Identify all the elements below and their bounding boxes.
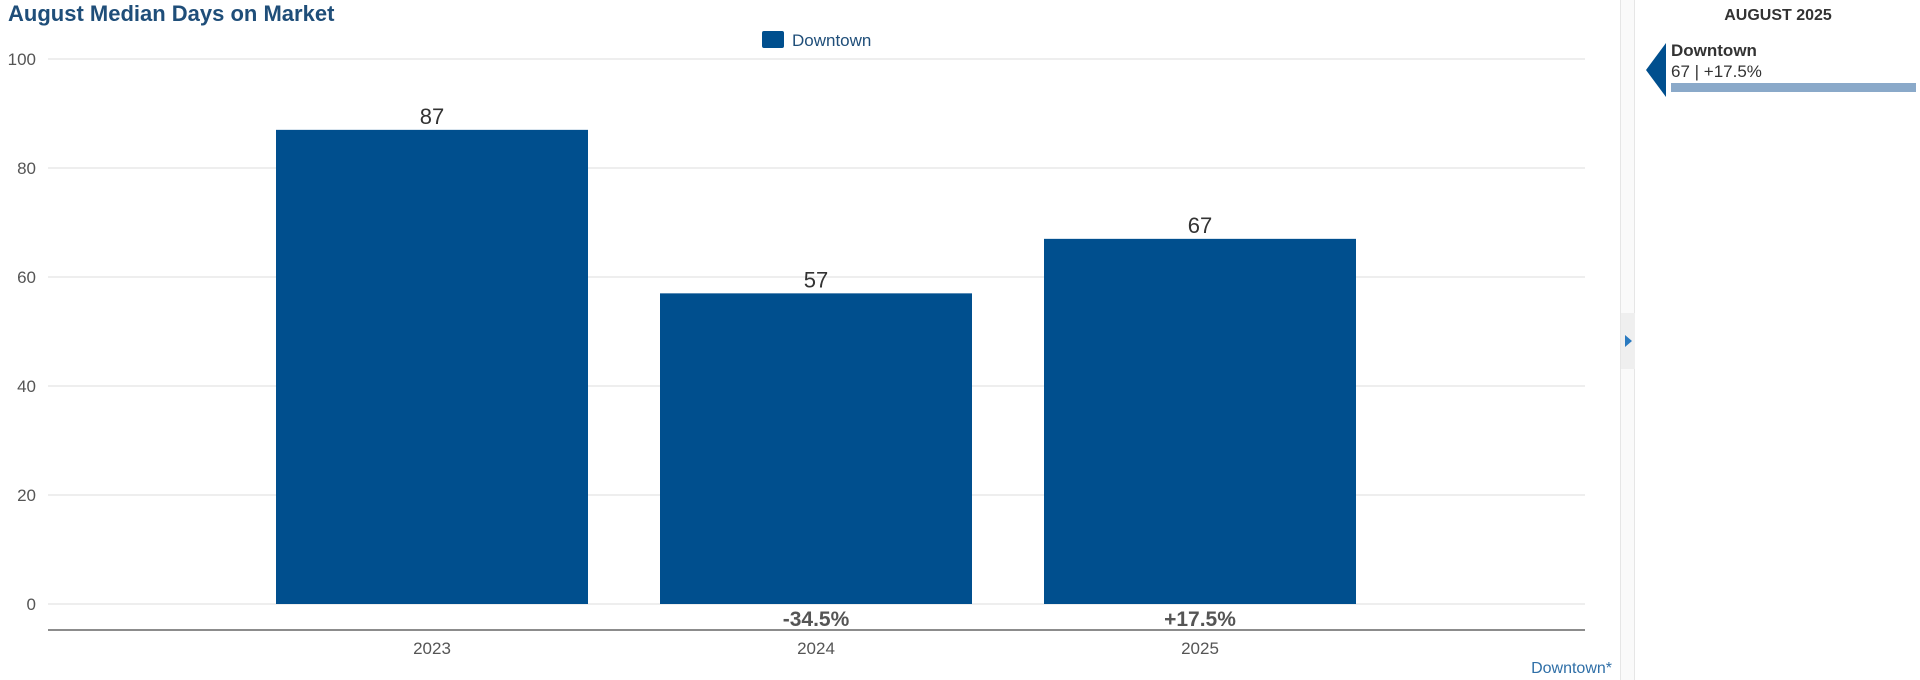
y-tick-label: 80 <box>17 159 36 178</box>
side-item-name: Downtown <box>1671 41 1757 60</box>
legend-swatch <box>762 31 784 48</box>
side-item-value: 67 | +17.5% <box>1671 62 1762 81</box>
legend-label: Downtown <box>792 31 871 50</box>
y-tick-label: 100 <box>8 50 36 69</box>
x-tick-label: 2023 <box>413 639 451 658</box>
side-panel: AUGUST 2025 Downtown 67 | +17.5% <box>1636 0 1920 680</box>
change-label: -34.5% <box>783 608 850 631</box>
y-tick-label: 60 <box>17 268 36 287</box>
bar-value-label: 67 <box>1188 213 1212 238</box>
chart-title: August Median Days on Market <box>8 1 335 26</box>
panel-strip <box>1620 0 1635 680</box>
bar <box>1044 238 1356 604</box>
bar <box>276 129 588 604</box>
footnote-link[interactable]: Downtown* <box>1531 660 1612 677</box>
bar <box>660 293 972 604</box>
side-item-bar <box>1671 83 1916 92</box>
bar-chart: 0 20 40 60 80 100 87 2023 57 -34.5% 2024 67 +17.5% 20… <box>8 31 1585 658</box>
selected-arrow-icon <box>1646 43 1666 97</box>
side-panel-item-downtown[interactable]: Downtown 67 | +17.5% <box>1646 40 1916 97</box>
x-tick-label: 2024 <box>797 639 835 658</box>
change-label: +17.5% <box>1164 608 1236 631</box>
y-tick-label: 0 <box>27 595 36 614</box>
bar-value-label: 87 <box>420 104 444 129</box>
side-item-bar-fill <box>1671 83 1916 92</box>
x-tick-label: 2025 <box>1181 639 1219 658</box>
caret-right-icon <box>1625 335 1632 347</box>
y-tick-label: 40 <box>17 377 36 396</box>
bar-value-label: 57 <box>804 267 828 292</box>
panel-toggle-button[interactable] <box>1621 313 1635 369</box>
y-tick-label: 20 <box>17 486 36 505</box>
side-panel-header: AUGUST 2025 <box>1724 7 1832 24</box>
